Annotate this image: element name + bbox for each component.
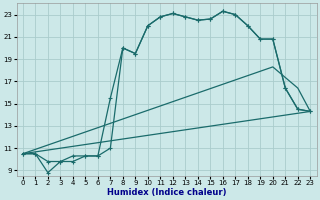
X-axis label: Humidex (Indice chaleur): Humidex (Indice chaleur) [107,188,226,197]
